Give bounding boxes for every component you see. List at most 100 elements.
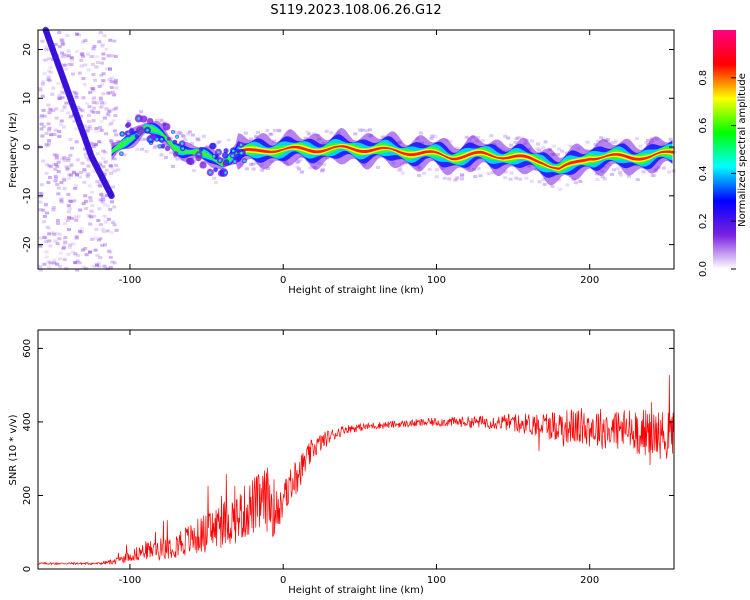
noise-speckle: [59, 119, 64, 123]
halo-speckle: [277, 129, 282, 133]
noise-speckle: [54, 107, 59, 111]
noise-speckle: [68, 162, 73, 166]
halo-speckle: [460, 173, 465, 177]
noise-speckle: [57, 96, 62, 100]
noise-speckle: [46, 75, 51, 79]
ridge-blob-core: [231, 154, 234, 157]
noise-speckle: [83, 152, 88, 156]
noise-speckle: [48, 107, 53, 111]
halo-speckle: [308, 166, 313, 170]
noise-speckle: [108, 164, 113, 168]
noise-speckle: [62, 53, 67, 57]
halo-speckle: [169, 151, 174, 155]
noise-speckle: [101, 72, 106, 76]
noise-speckle: [52, 153, 57, 157]
noise-speckle: [54, 156, 59, 160]
noise-speckle: [107, 110, 112, 114]
noise-speckle: [112, 107, 117, 111]
halo-speckle: [595, 140, 600, 144]
noise-speckle: [54, 153, 59, 157]
noise-speckle: [84, 173, 89, 177]
halo-speckle: [585, 140, 590, 144]
snr-y-axis: 0 200 400 600: [22, 339, 674, 572]
noise-speckle: [109, 80, 114, 84]
halo-speckle: [142, 137, 147, 141]
ridge-blob-core: [175, 135, 179, 139]
ridge-blob-core: [146, 128, 149, 132]
noise-speckle: [74, 140, 79, 144]
noise-speckle: [102, 264, 107, 268]
halo-speckle: [268, 132, 273, 136]
noise-speckle: [75, 259, 80, 263]
noise-speckle: [94, 227, 99, 231]
noise-speckle: [96, 238, 101, 242]
halo-speckle: [400, 163, 405, 167]
noise-speckle: [93, 142, 98, 146]
noise-speckle: [98, 184, 103, 188]
halo-speckle: [187, 130, 192, 134]
noise-speckle: [84, 156, 89, 160]
noise-speckle: [54, 176, 59, 180]
noise-speckle: [113, 114, 118, 118]
noise-speckle: [40, 134, 45, 138]
halo-speckle: [529, 179, 534, 183]
noise-speckle: [108, 164, 113, 168]
ridge-blob: [198, 147, 204, 152]
halo-speckle: [140, 147, 145, 151]
ridge-blob-core: [181, 147, 184, 150]
noise-speckle: [79, 170, 84, 174]
noise-speckle: [90, 87, 95, 91]
noise-speckle: [100, 44, 105, 48]
halo-speckle: [201, 134, 206, 138]
ridge-blob: [146, 118, 154, 125]
noise-speckle: [110, 54, 115, 58]
colorbar-tick-label: 0.4: [698, 165, 709, 181]
halo-speckle: [509, 143, 514, 147]
snr-x-axis: -100 0 100 200: [119, 330, 599, 586]
noise-speckle: [58, 198, 63, 202]
noise-speckle: [44, 202, 49, 206]
noise-speckle: [107, 123, 112, 127]
noise-speckle: [107, 67, 112, 71]
noise-speckle: [39, 114, 44, 118]
noise-speckle: [109, 122, 114, 126]
noise-speckle: [70, 250, 75, 254]
halo-speckle: [269, 132, 274, 136]
halo-speckle: [537, 180, 542, 184]
noise-speckle: [60, 38, 65, 42]
halo-speckle: [396, 168, 401, 172]
noise-speckle: [109, 76, 114, 80]
noise-speckle: [113, 81, 118, 85]
noise-speckle: [108, 250, 113, 254]
halo-speckle: [295, 160, 300, 164]
noise-speckle: [57, 97, 62, 101]
halo-speckle: [159, 153, 164, 157]
noise-speckle: [75, 268, 80, 272]
noise-speckle: [61, 42, 66, 46]
noise-speckle: [100, 195, 105, 199]
noise-speckle: [40, 39, 45, 43]
noise-speckle: [55, 164, 60, 168]
noise-speckle: [49, 133, 54, 137]
ridge-blob: [199, 161, 207, 169]
ridge-blob-core: [208, 171, 212, 174]
noise-speckle: [98, 98, 103, 102]
noise-speckle: [85, 52, 90, 56]
noise-speckle: [90, 237, 95, 241]
snr-x-label: Height of straight line (km): [288, 585, 424, 596]
noise-speckle: [99, 73, 104, 77]
noise-speckle: [67, 216, 72, 220]
noise-speckle: [63, 240, 68, 244]
halo-speckle: [139, 110, 144, 114]
noise-speckle: [62, 125, 67, 129]
noise-speckle: [101, 149, 106, 153]
halo-speckle: [217, 139, 222, 143]
halo-speckle: [434, 175, 439, 179]
ridge-blob-core: [158, 145, 161, 148]
noise-speckle: [86, 68, 91, 72]
noise-speckle: [97, 207, 102, 211]
noise-speckle: [51, 208, 56, 212]
noise-speckle: [41, 80, 46, 84]
ridge-blob: [164, 145, 171, 152]
y-tick-label: 0: [22, 144, 33, 150]
